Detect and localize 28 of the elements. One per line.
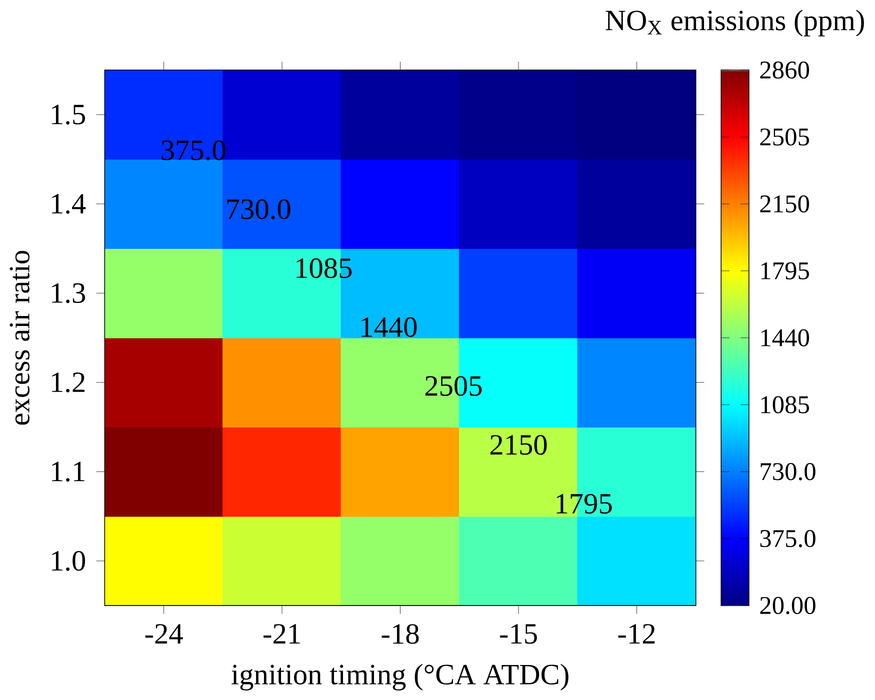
y-tick-label: 1.3	[52, 283, 86, 303]
y-tick-label: 1.4	[52, 194, 86, 214]
y-tick-label: 1.2	[52, 372, 85, 392]
color-bar-label: 2860	[760, 61, 810, 78]
color-bar-label: 2505	[760, 128, 810, 146]
y-tick-label: 1.0	[52, 550, 86, 571]
y-tick-label: 1.5	[52, 104, 86, 124]
color-bar-label: 1795	[761, 262, 810, 280]
color-bar-label: 375.0	[760, 530, 816, 548]
color-bar-label: 2150	[760, 195, 810, 212]
color-bar-label: 1085	[761, 396, 810, 414]
color-bar-label: 20.00	[760, 596, 816, 614]
color-bar-label: 730.0	[760, 462, 816, 480]
x-axis-title: ignition timing (°CA ATDC)	[232, 664, 568, 690]
annotation: 730.0	[227, 199, 290, 220]
annotation: 375.0	[162, 140, 226, 160]
annotation: 2150	[490, 434, 547, 455]
y-tick-label: 1.1	[52, 462, 84, 482]
y-axis-title: excess air ratio	[10, 250, 30, 425]
color-bar-label: 1440	[761, 329, 810, 346]
annotation: 1440	[362, 317, 417, 337]
color-bar-title: NO$_{X}$ emissions (ppm)	[606, 10, 864, 36]
x-tick-label: -21	[264, 624, 300, 644]
x-tick-label: -18	[382, 624, 419, 644]
annotation: 1085	[296, 258, 352, 278]
x-tick-label: -12	[618, 624, 655, 644]
x-tick-label: -24	[145, 624, 183, 644]
x-tick-label: -15	[500, 624, 537, 644]
